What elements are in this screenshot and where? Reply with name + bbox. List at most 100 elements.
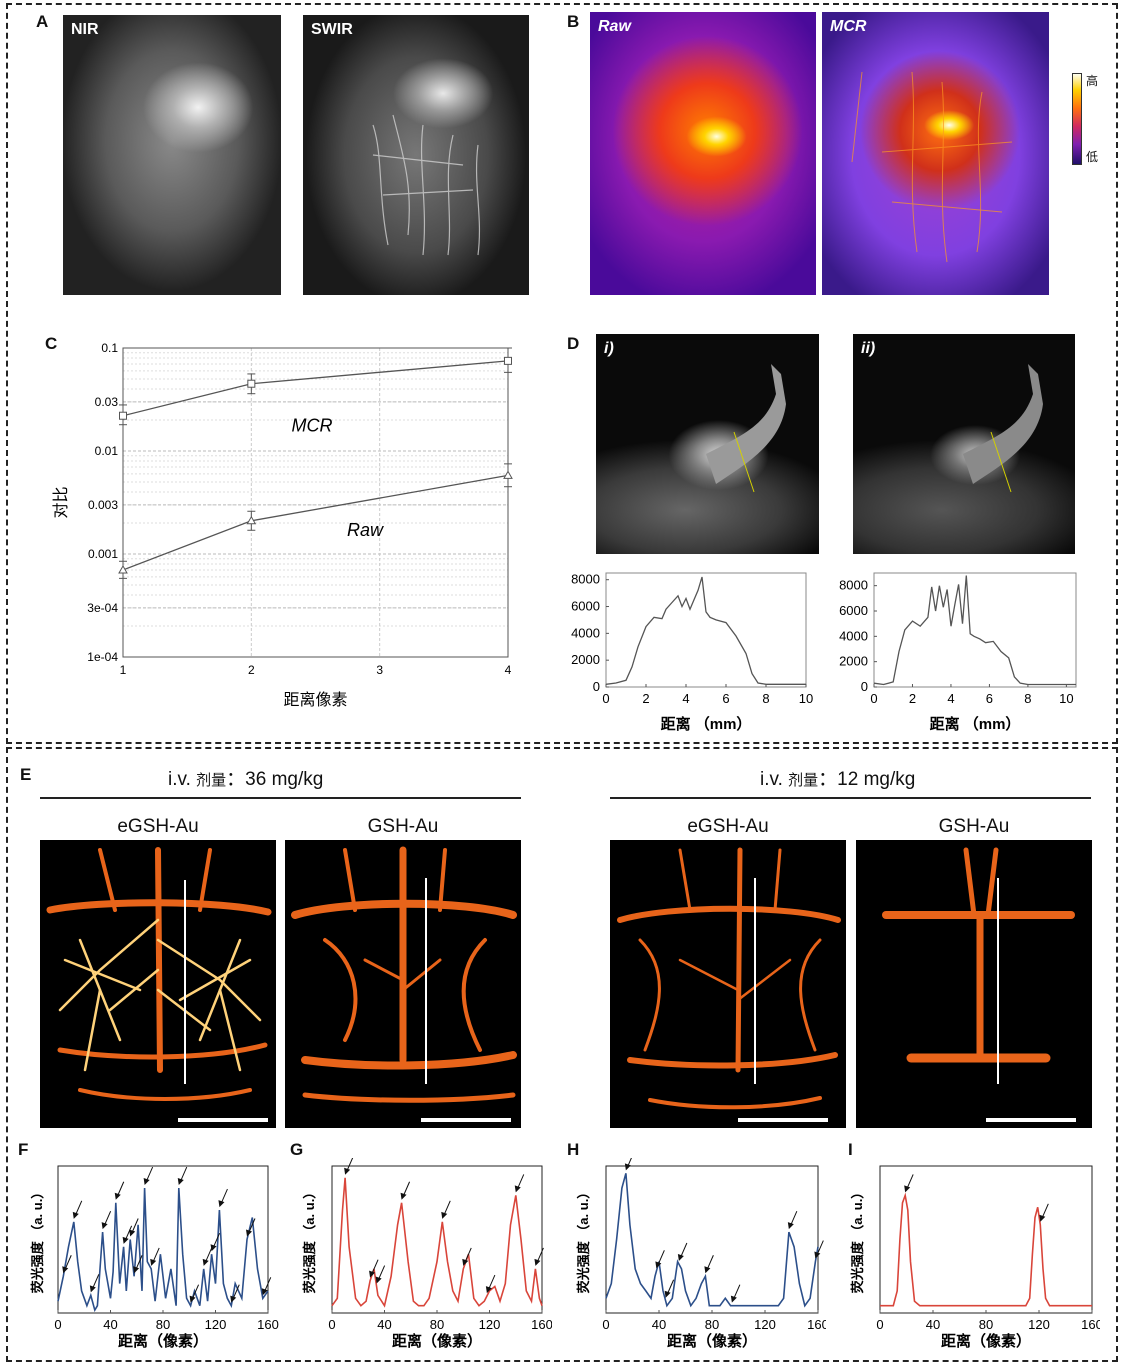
swir-vessels xyxy=(372,114,481,256)
raw-point xyxy=(503,470,513,479)
y-tick-label: 2000 xyxy=(839,654,868,669)
x-tick-label: 80 xyxy=(979,1317,993,1332)
peak-arrow-head xyxy=(677,1254,684,1261)
mcr-image: MCR xyxy=(822,12,1049,295)
peak-arrow-head xyxy=(344,1167,351,1175)
peak-arrow-head xyxy=(202,1258,209,1266)
x-tick-label: 6 xyxy=(986,691,993,706)
dose-heading-left: i.v. 剂量：36 mg/kg xyxy=(168,764,323,791)
peak-arrow-head xyxy=(189,1295,196,1303)
peak-arrow-head xyxy=(177,1178,184,1186)
y-tick-label: 0.01 xyxy=(95,444,119,458)
peak-arrow-head xyxy=(624,1163,631,1171)
x-tick-label: 1 xyxy=(120,663,127,677)
panel-label-b: B xyxy=(567,12,580,31)
e-image-1-vessels xyxy=(46,847,272,1122)
d-image-ii: ii) xyxy=(853,334,1075,554)
peak-arrow-head xyxy=(441,1211,448,1219)
panel-label-c: C xyxy=(45,334,58,353)
x-tick-label: 160 xyxy=(1081,1317,1100,1332)
y-tick-label: 0.003 xyxy=(88,498,118,512)
peak-arrow-head xyxy=(150,1258,157,1266)
peak-arrow-head xyxy=(133,1266,140,1274)
x-tick-label: 3 xyxy=(376,663,383,677)
x-axis-label: 距离 （mm） xyxy=(930,715,1021,733)
peak-arrow-head xyxy=(114,1192,121,1200)
x-tick-label: 2 xyxy=(248,663,255,677)
mcr-vessels xyxy=(851,71,1013,263)
y-tick-label: 0.1 xyxy=(101,341,118,355)
panel-label-e: E xyxy=(20,765,32,784)
series-label-raw: Raw xyxy=(347,520,384,540)
profile-line xyxy=(880,1192,1092,1307)
x-tick-label: 40 xyxy=(652,1317,666,1332)
x-tick-label: 10 xyxy=(799,691,813,706)
peak-arrow-head xyxy=(400,1192,407,1200)
e-image-2 xyxy=(285,840,521,1128)
d-image-i-label: i) xyxy=(604,340,614,357)
x-tick-label: 2 xyxy=(642,691,649,706)
x-tick-label: 0 xyxy=(870,691,877,706)
x-tick-label: 0 xyxy=(602,691,609,706)
y-tick-label: 3e-04 xyxy=(87,601,118,615)
x-tick-label: 40 xyxy=(377,1317,391,1332)
x-tick-label: 160 xyxy=(531,1317,552,1332)
plot-frame xyxy=(873,572,1077,688)
dose-value-left: ：36 mg/kg xyxy=(226,769,324,790)
x-axis-label: 距离 （mm） xyxy=(661,715,752,733)
e-image-4-vessels xyxy=(882,847,1076,1122)
mcr-label: MCR xyxy=(830,18,867,35)
mcr-point xyxy=(119,411,127,420)
peak-arrow-head xyxy=(514,1185,521,1193)
chart-d-i: 0 2000 4000 6000 8000 0 2 4 6 8 10 距离 （mm） xyxy=(571,572,813,733)
x-tick-label: 0 xyxy=(54,1317,61,1332)
chart-c: 0.1 0.03 0.01 0.003 0.001 3e-04 1e-041 2 3 4 距离像素 对… xyxy=(52,341,513,709)
y-tick-label: 4000 xyxy=(571,625,600,640)
y-tick-label: 0.001 xyxy=(88,547,118,561)
panel-label-g: G xyxy=(290,1140,304,1159)
frame-bottom xyxy=(6,747,1118,1362)
x-tick-label: 120 xyxy=(205,1317,227,1332)
plot-frame xyxy=(879,1165,1093,1314)
colorbar-high-label: 高 xyxy=(1086,74,1099,88)
rule-right xyxy=(610,797,1091,799)
dose-word-left: 剂量 xyxy=(196,771,227,789)
y-tick-label: 4000 xyxy=(839,628,868,643)
raw-label: Raw xyxy=(598,18,631,35)
plot-frame xyxy=(122,347,509,658)
dose-prefix-left: i.v. xyxy=(168,769,191,790)
x-tick-label: 4 xyxy=(682,691,689,706)
y-tick-label: 6000 xyxy=(839,603,868,618)
x-tick-label: 10 xyxy=(1059,691,1073,706)
x-tick-label: 4 xyxy=(505,663,512,677)
chart-h: 0 40 80 120 160 距离（像素） 荧光强度 （a. u.） xyxy=(576,1158,826,1350)
series-label-mcr: MCR xyxy=(292,415,333,435)
raw-point xyxy=(246,515,257,525)
peak-arrow-head xyxy=(72,1211,79,1219)
e-image-3 xyxy=(610,840,846,1128)
x-tick-label: 6 xyxy=(722,691,729,706)
e-label-3: eGSH-Au xyxy=(687,816,769,837)
chart-i: 0 40 80 120 160 距离（像素） 荧光强度 （a. u.） xyxy=(850,1165,1100,1350)
x-tick-label: 8 xyxy=(762,691,769,706)
y-tick-label: 8000 xyxy=(571,572,600,587)
x-tick-label: 0 xyxy=(602,1317,609,1332)
raw-image: Raw xyxy=(590,12,816,295)
peak-arrow-head xyxy=(655,1261,662,1269)
rule-left xyxy=(40,797,521,799)
profile-line xyxy=(873,575,1076,686)
chart-d-ii: 0 2000 4000 6000 8000 0 2 4 6 8 10 距离 （mm） xyxy=(839,572,1077,733)
y-axis-label: 荧光强度 （a. u.） xyxy=(850,1186,865,1294)
panel-label-a: A xyxy=(36,12,49,31)
peak-arrow-head xyxy=(664,1290,671,1298)
peak-arrow-head xyxy=(787,1222,794,1230)
y-tick-label: 2000 xyxy=(571,652,600,667)
e-image-1 xyxy=(40,840,276,1128)
e-label-2: GSH-Au xyxy=(367,816,439,837)
peak-arrow-head xyxy=(210,1244,217,1252)
peak-arrow-head xyxy=(122,1236,129,1244)
x-tick-label: 160 xyxy=(257,1317,279,1332)
colorbar-low-label: 低 xyxy=(1086,150,1099,164)
peak-arrow-head xyxy=(904,1185,911,1193)
series-line xyxy=(122,360,509,417)
